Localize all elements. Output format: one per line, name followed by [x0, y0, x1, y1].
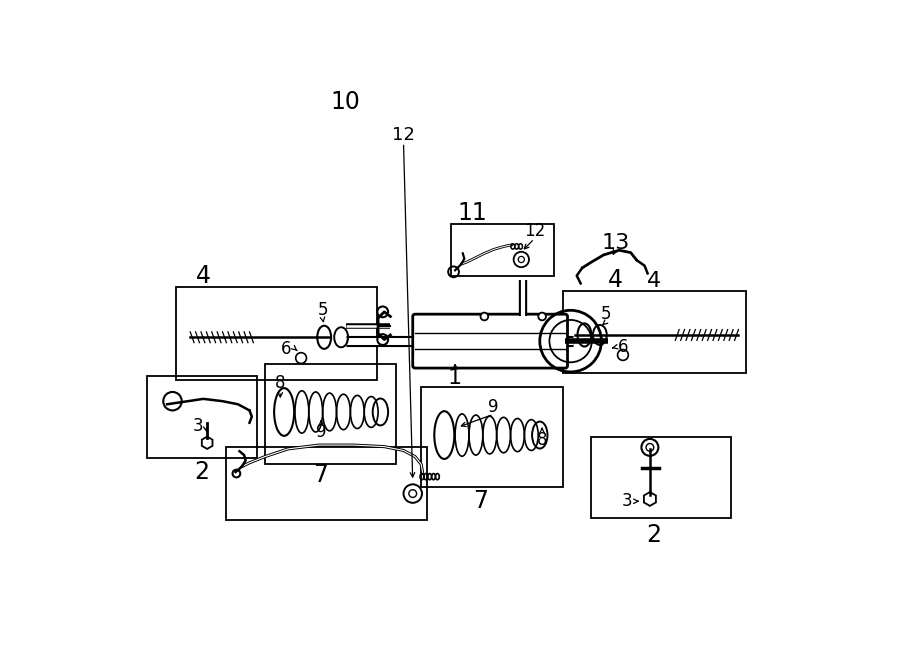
- Text: 5: 5: [601, 305, 611, 323]
- Bar: [147, 375, 257, 458]
- Text: 2: 2: [194, 460, 210, 484]
- Text: 1: 1: [448, 368, 463, 388]
- Circle shape: [538, 313, 546, 321]
- Text: 2: 2: [646, 523, 662, 547]
- Text: 5: 5: [318, 301, 328, 319]
- Text: 12: 12: [524, 222, 545, 240]
- Text: 9: 9: [316, 423, 327, 441]
- Text: 4: 4: [196, 264, 211, 288]
- FancyBboxPatch shape: [413, 314, 568, 368]
- Text: 11: 11: [458, 200, 488, 225]
- Text: 13: 13: [601, 233, 629, 253]
- Text: 4: 4: [647, 271, 661, 291]
- Text: 10: 10: [331, 91, 361, 114]
- Text: 7: 7: [313, 463, 328, 487]
- Circle shape: [481, 313, 488, 321]
- Text: 6: 6: [281, 340, 291, 358]
- Bar: [227, 447, 427, 520]
- Text: 8: 8: [536, 431, 547, 449]
- Text: 3: 3: [193, 417, 203, 435]
- Bar: [590, 438, 731, 518]
- Text: 9: 9: [489, 397, 499, 416]
- Text: 4: 4: [608, 268, 623, 292]
- Text: 7: 7: [473, 488, 488, 512]
- Bar: [421, 387, 562, 487]
- Bar: [176, 288, 376, 379]
- Bar: [451, 224, 554, 276]
- Bar: [265, 364, 396, 464]
- Text: 8: 8: [275, 375, 285, 393]
- Bar: [562, 291, 746, 373]
- Text: 6: 6: [617, 338, 628, 356]
- Text: 12: 12: [392, 126, 415, 143]
- Text: 3: 3: [622, 492, 632, 510]
